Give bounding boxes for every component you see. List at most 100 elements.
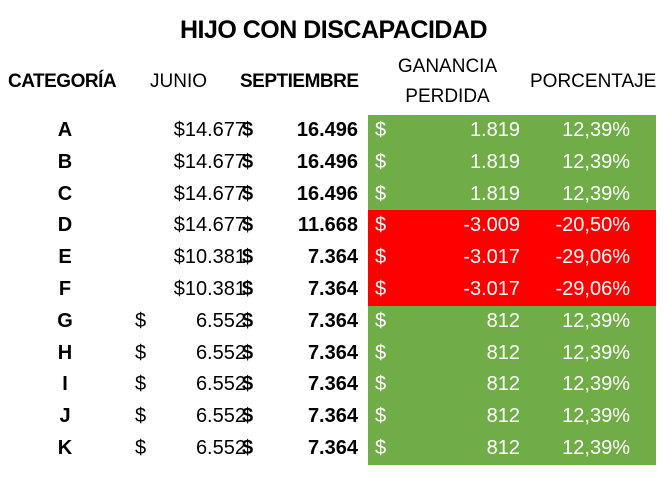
septiembre-value: 16.496: [296, 182, 358, 205]
table-row: G $6.552 $7.364 $812 12,39%: [0, 305, 667, 338]
septiembre-value: 7.364: [307, 436, 358, 459]
porcentaje-value: 12,39%: [562, 436, 630, 459]
junio-value: $14.677: [173, 182, 246, 205]
table-row: J $6.552 $7.364 $812 12,39%: [0, 401, 667, 433]
septiembre-currency: $: [242, 246, 254, 269]
septiembre-currency: $: [242, 436, 254, 459]
category-cell: A: [57, 119, 73, 141]
septiembre-currency: $: [242, 214, 254, 237]
septiembre-value: 7.364: [307, 405, 358, 428]
septiembre-currency: $: [242, 405, 254, 428]
porcentaje-value: 12,39%: [562, 119, 630, 141]
status-fill: [368, 178, 656, 211]
porcentaje-value: 12,39%: [562, 150, 630, 173]
header-ganancia-line2: PERDIDA: [405, 86, 490, 107]
ganancia-currency: $: [375, 309, 387, 332]
ganancia-currency: $: [375, 341, 387, 364]
status-fill: [368, 210, 656, 243]
table-row: D $14.677 $11.668 $ -3.009 -20,50%: [0, 210, 667, 243]
category-cell: J: [59, 405, 71, 428]
porcentaje-value: 12,39%: [562, 341, 630, 364]
septiembre-value: 11.668: [297, 214, 358, 237]
header-junio: JUNIO: [150, 71, 207, 92]
category-cell: G: [57, 309, 73, 332]
ganancia-value: 812: [486, 436, 520, 459]
category-cell: B: [57, 150, 73, 173]
ganancia-currency: $: [375, 119, 387, 141]
status-fill: [368, 401, 656, 433]
junio-currency: $: [135, 405, 147, 428]
septiembre-currency: $: [242, 373, 254, 396]
ganancia-value: 812: [486, 405, 520, 428]
septiembre-value: 7.364: [307, 246, 358, 269]
ganancia-currency: $: [375, 436, 387, 459]
table-row: H $6.552 $7.364 $812 12,39%: [0, 337, 667, 370]
ganancia-currency: $: [375, 373, 387, 396]
ganancia-currency: $: [375, 246, 387, 269]
table-row: C $14.677 $16.496 $1.819 12,39%: [0, 178, 667, 211]
porcentaje-value: -20,50%: [555, 214, 631, 237]
junio-value: 6.552: [195, 309, 246, 332]
ganancia-value: 812: [486, 341, 520, 364]
table-row: A $14.677 $16.496 $1.819 12,39%: [0, 115, 667, 147]
septiembre-value: 7.364: [307, 309, 358, 332]
septiembre-currency: $: [242, 119, 254, 141]
table-row: F $10.381 $7.364 $ -3.017 -29,06%: [0, 273, 667, 306]
ganancia-currency: $: [375, 214, 387, 237]
septiembre-value: 16.496: [296, 150, 358, 173]
category-cell: F: [58, 277, 72, 300]
ganancia-currency: $: [375, 277, 387, 300]
junio-currency: $: [135, 373, 147, 396]
category-cell: C: [57, 182, 73, 205]
header-porcentaje: PORCENTAJE: [530, 71, 657, 92]
junio-currency: $: [135, 436, 147, 459]
table-row: B $14.677 $16.496 $1.819 12,39%: [0, 146, 667, 179]
ganancia-value: -3.017: [463, 246, 520, 269]
status-fill: [368, 432, 656, 465]
status-fill: [368, 146, 656, 179]
porcentaje-value: 12,39%: [562, 182, 630, 205]
header-ganancia-line1: GANANCIA: [397, 56, 498, 77]
ganancia-value: 1.819: [469, 182, 520, 205]
category-cell: I: [62, 373, 68, 396]
junio-currency: $: [135, 309, 147, 332]
porcentaje-value: 12,39%: [562, 405, 630, 428]
junio-value: $10.381: [173, 246, 246, 269]
septiembre-currency: $: [242, 341, 254, 364]
header-categoria: CATEGORÍA: [8, 71, 117, 92]
junio-value: 6.552: [195, 341, 246, 364]
table-row: I $6.552 $7.364 $812 12,39%: [0, 369, 667, 402]
septiembre-currency: $: [242, 182, 254, 205]
header-ganancia-perdida: GANANCIA PERDIDA: [370, 52, 525, 112]
ganancia-value: -3.009: [463, 214, 520, 237]
status-fill: [368, 305, 656, 338]
status-fill: [368, 115, 656, 147]
junio-value: $10.381: [173, 277, 246, 300]
ganancia-value: 1.819: [469, 119, 520, 141]
ganancia-currency: $: [375, 150, 387, 173]
porcentaje-value: -29,06%: [555, 277, 631, 300]
septiembre-currency: $: [242, 277, 254, 300]
table-body: A $14.677 $16.496 $1.819 12,39% B $14.677 $16.4…: [0, 115, 667, 465]
junio-value: $14.677: [173, 150, 246, 173]
ganancia-value: 812: [486, 309, 520, 332]
table-row: E $10.381 $7.364 $ -3.017 -29,06%: [0, 242, 667, 274]
category-cell: K: [57, 436, 73, 459]
header-septiembre: SEPTIEMBRE: [240, 71, 359, 92]
porcentaje-value: -29,06%: [555, 246, 631, 269]
septiembre-currency: $: [242, 309, 254, 332]
ganancia-value: 1.819: [469, 150, 520, 173]
ganancia-currency: $: [375, 182, 387, 205]
junio-currency: $: [135, 341, 147, 364]
junio-value: $14.677: [173, 214, 246, 237]
porcentaje-value: 12,39%: [562, 373, 630, 396]
status-fill: [368, 337, 656, 370]
junio-value: $14.677: [173, 119, 246, 141]
septiembre-value: 7.364: [307, 373, 358, 396]
septiembre-currency: $: [242, 150, 254, 173]
ganancia-currency: $: [375, 405, 387, 428]
junio-value: 6.552: [195, 373, 246, 396]
status-fill: [368, 242, 656, 274]
status-fill: [368, 273, 656, 306]
table-row: K $6.552 $7.364 $812 12,39%: [0, 432, 667, 465]
